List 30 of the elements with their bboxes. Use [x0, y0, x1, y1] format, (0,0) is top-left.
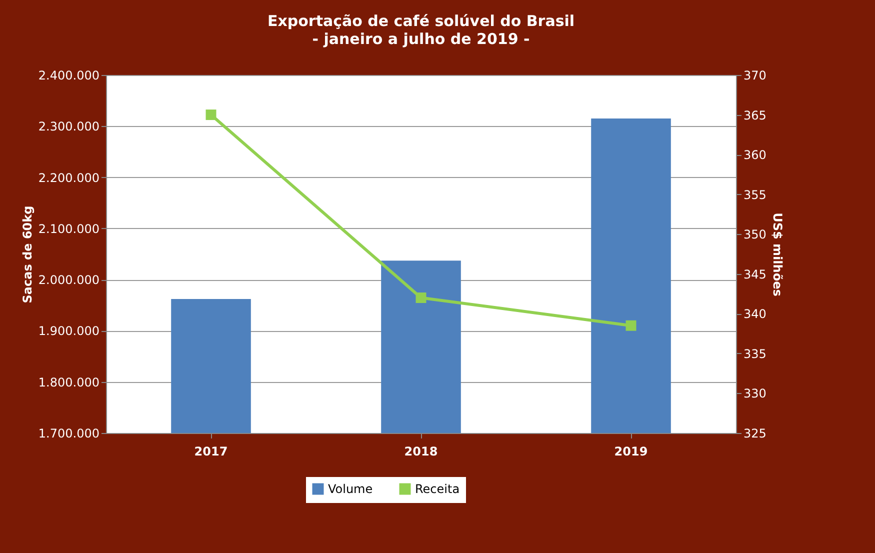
legend-label: Volume	[328, 482, 373, 496]
y-tick-label: 2.200.000	[38, 170, 100, 185]
point	[416, 292, 426, 303]
x-tick-label: 2019	[614, 444, 648, 458]
y2-tick-label: 370	[744, 68, 766, 82]
x-tick-label: 2017	[194, 444, 228, 458]
y2-tick-label: 325	[744, 426, 766, 440]
y-tick-label: 2.400.000	[38, 68, 100, 82]
y2-tick-label: 345	[744, 267, 766, 282]
y2-tick-label: 330	[744, 386, 766, 401]
chart-subtitle: - janeiro a julho de 2019 -	[312, 30, 530, 48]
y-axis-title: Sacas de 60kg	[20, 206, 34, 304]
y-tick-label: 2.300.000	[38, 120, 100, 134]
y-tick-label: 2.100.000	[38, 222, 100, 236]
y2-tick-label: 340	[744, 307, 766, 322]
y2-tick-label: 365	[744, 108, 766, 122]
y-tick-label: 1.900.000	[38, 324, 100, 338]
y-tick-label: 2.000.000	[38, 273, 100, 288]
point	[206, 110, 216, 120]
legend-label: Receita	[415, 482, 460, 496]
y2-tick-label: 350	[744, 228, 766, 242]
y2-tick-label: 360	[744, 148, 766, 162]
chart-title: Exportação de café solúvel do Brasil	[267, 12, 575, 30]
y-tick-label: 1.700.000	[38, 426, 100, 440]
y2-tick-label: 335	[744, 346, 766, 361]
y2-tick-label: 355	[744, 188, 766, 202]
point	[626, 320, 636, 331]
y2-axis-title: US$ milhões	[770, 212, 784, 296]
x-tick-label: 2018	[404, 444, 438, 458]
y-tick-label: 1.800.000	[38, 375, 100, 390]
